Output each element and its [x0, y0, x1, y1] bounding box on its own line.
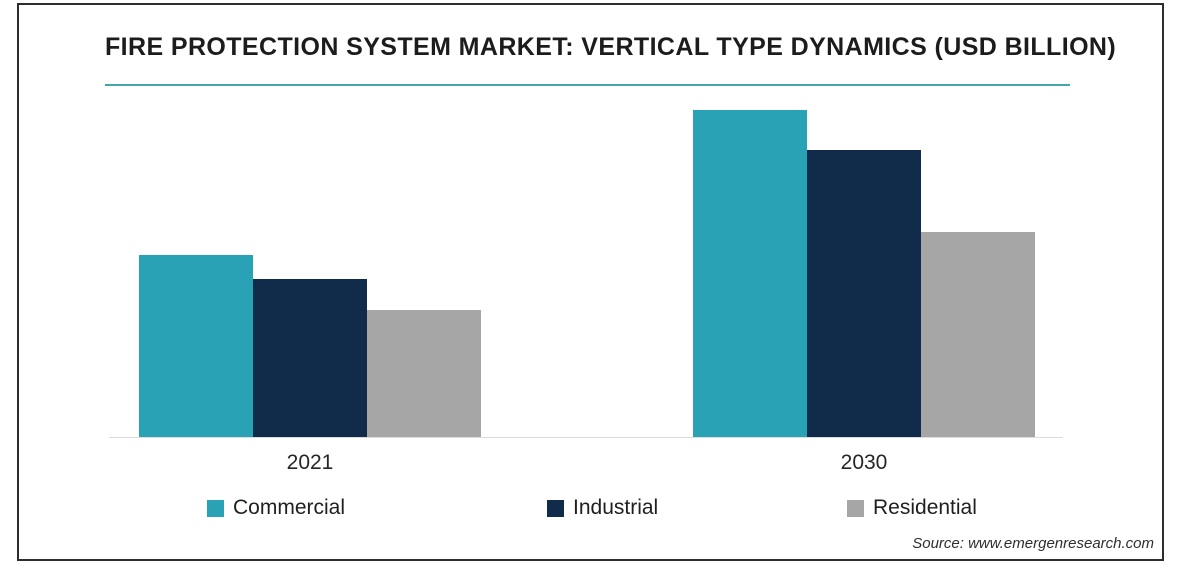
bar-residential-2030 [921, 232, 1035, 437]
chart-frame: FIRE PROTECTION SYSTEM MARKET: VERTICAL … [17, 3, 1164, 561]
bar-residential-2021 [367, 310, 481, 437]
legend-label-industrial: Industrial [573, 496, 659, 519]
bar-industrial-2030 [807, 150, 921, 437]
bar-commercial-2021 [139, 255, 253, 437]
source-attribution: Source: www.emergenresearch.com [912, 535, 1154, 552]
legend-label-residential: Residential [873, 496, 977, 519]
bar-commercial-2030 [693, 110, 807, 437]
legend-swatch-industrial-icon [547, 499, 564, 517]
title-underline [105, 84, 1070, 86]
legend-swatch-residential-icon [847, 499, 864, 517]
legend-label-commercial: Commercial [233, 496, 346, 519]
legend-item-industrial: Industrial [547, 496, 658, 520]
bar-industrial-2021 [253, 279, 367, 437]
x-axis-label-2030: 2030 [840, 451, 888, 474]
x-axis-line [109, 437, 1063, 438]
plot-area: 2021 2030 [19, 5, 1162, 559]
chart-title: FIRE PROTECTION SYSTEM MARKET: VERTICAL … [105, 33, 1117, 61]
legend-swatch-commercial-icon [207, 499, 224, 517]
legend-item-commercial: Commercial [207, 496, 345, 520]
x-axis-label-2021: 2021 [286, 451, 334, 474]
legend-item-residential: Residential [847, 496, 977, 520]
